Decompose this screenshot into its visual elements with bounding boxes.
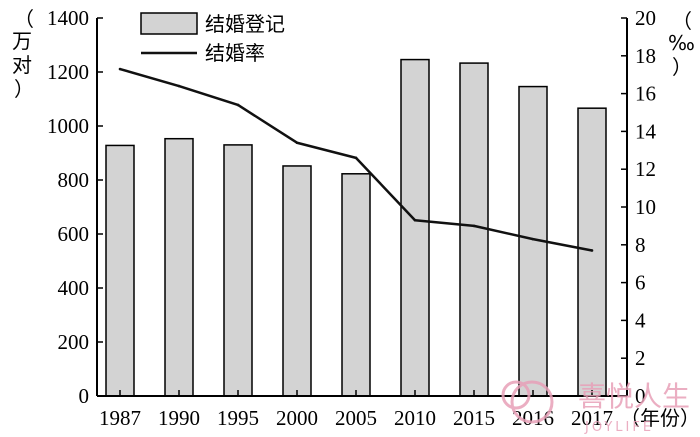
bar-2015 (459, 62, 489, 397)
bars-layer (105, 58, 607, 397)
left-tick-label: 1400 (47, 6, 89, 30)
line-point-1990 (177, 84, 181, 88)
right-tick-label: 0 (635, 384, 646, 408)
left-tick-label: 800 (58, 168, 90, 192)
watermark-text: 喜悦人生 (578, 380, 690, 413)
watermark-logo-icon (510, 380, 554, 424)
bar-2000 (282, 165, 312, 397)
right-tick-label: 4 (635, 308, 646, 332)
left-tick-label: 1000 (47, 114, 89, 138)
x-tick-label: 1990 (158, 406, 200, 430)
x-tick-label: 2000 (276, 406, 318, 430)
bar-2017 (577, 107, 607, 397)
line-point-1995 (236, 103, 240, 107)
left-tick-label: 200 (58, 330, 90, 354)
bar-1987 (105, 144, 135, 397)
left-axis-ticks: 0 200 400 600 800 1000 1200 1400 (47, 6, 103, 408)
x-tick-label: 2017 (571, 406, 613, 430)
line-point-2010 (413, 218, 417, 222)
bar-2010 (400, 58, 430, 397)
right-tick-label: 6 (635, 271, 646, 295)
legend-swatch-bar (140, 12, 198, 35)
line-layer (118, 67, 594, 252)
right-tick-label: 14 (635, 119, 657, 143)
left-axis-unit-char: 对 (12, 53, 32, 77)
legend: 结婚登记 结婚率 (140, 12, 285, 65)
bar-1995 (223, 144, 253, 397)
watermark-logo-icon (501, 380, 531, 410)
line-point-1987 (118, 67, 122, 71)
right-tick-label: 18 (635, 44, 656, 68)
right-axis-unit-char: ‰ (668, 31, 695, 55)
watermark-subtext: JOYLIFE (584, 420, 654, 435)
x-tick-label: 1987 (99, 406, 141, 430)
x-tick-label: 1995 (217, 406, 259, 430)
left-tick-label: 1200 (47, 60, 89, 84)
bar-2005 (341, 173, 371, 397)
x-tick-label: 2005 (335, 406, 377, 430)
bar-1990 (164, 137, 194, 397)
line-point-2000 (295, 141, 299, 145)
watermark: 喜悦人生 JOYLIFE (501, 380, 690, 435)
x-axis-unit: （年份） (620, 406, 700, 430)
line-point-2015 (472, 224, 476, 228)
legend-label-line: 结婚率 (205, 41, 265, 65)
right-tick-label: 2 (635, 346, 646, 370)
left-tick-label: 600 (58, 222, 90, 246)
left-axis-unit-char: ） (14, 77, 34, 101)
left-tick-label: 400 (58, 276, 90, 300)
right-tick-label: 20 (635, 6, 656, 30)
right-tick-label: 16 (635, 82, 656, 106)
legend-label-bar: 结婚登记 (205, 12, 285, 36)
left-tick-label: 0 (79, 384, 90, 408)
left-axis-unit-char: 万 (12, 29, 32, 53)
right-axis-ticks: 0 2 4 6 8 10 12 14 16 18 20 (621, 6, 657, 408)
right-tick-label: 10 (635, 195, 656, 219)
line-point-2016 (531, 237, 535, 241)
x-tick-label: 2015 (453, 406, 495, 430)
line-point-2017 (590, 249, 594, 252)
right-tick-label: 8 (635, 233, 646, 257)
right-axis-unit-char: （ (672, 9, 692, 33)
left-axis-unit-char: （ (14, 7, 34, 31)
x-tick-label: 2010 (394, 406, 436, 430)
right-axis-unit-char: ） (672, 55, 692, 79)
right-tick-label: 12 (635, 157, 656, 181)
line-point-2005 (354, 156, 358, 160)
